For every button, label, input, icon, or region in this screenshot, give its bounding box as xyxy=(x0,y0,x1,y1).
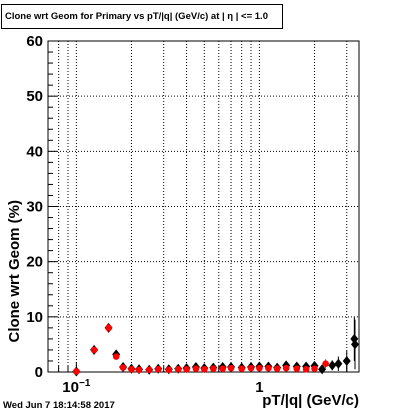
y-tick-label: 0 xyxy=(35,364,43,381)
data-point xyxy=(334,358,343,369)
data-point xyxy=(342,355,351,366)
data-point xyxy=(273,365,281,372)
y-tick-labels: 0 10 20 30 40 50 60 xyxy=(26,33,43,381)
y-tick-label: 60 xyxy=(26,33,43,50)
timestamp: Wed Jun 7 18:14:58 2017 xyxy=(3,400,115,411)
data-point xyxy=(282,364,290,372)
data-point xyxy=(328,360,337,371)
data-point xyxy=(135,366,143,374)
data-point xyxy=(293,365,301,372)
data-point xyxy=(210,365,217,372)
y-tick-label: 50 xyxy=(26,88,43,105)
data-point xyxy=(351,339,359,350)
y-tick-label: 40 xyxy=(26,143,43,160)
data-point xyxy=(154,365,162,373)
data-point xyxy=(183,365,190,373)
x-tick-labels: 10−1 1 xyxy=(62,378,263,396)
data-point xyxy=(256,364,263,372)
data-point xyxy=(105,324,112,332)
data-point xyxy=(201,365,208,373)
series-1 xyxy=(73,324,329,375)
x-axis-title: pT/|q| (GeV/c) xyxy=(262,392,359,409)
data-point xyxy=(302,365,310,373)
data-point xyxy=(165,366,173,374)
data-point xyxy=(145,366,153,374)
data-point xyxy=(238,365,245,372)
data-point xyxy=(73,368,80,375)
data-point xyxy=(128,365,135,373)
data-point xyxy=(318,364,327,375)
y-axis-title: Clone wrt Geom (%) xyxy=(6,200,23,343)
data-points xyxy=(72,316,359,377)
y-tick-label: 30 xyxy=(26,199,43,216)
data-point xyxy=(174,365,182,373)
data-point xyxy=(227,364,235,372)
data-point xyxy=(311,365,318,372)
data-point xyxy=(247,364,255,372)
y-tick-label: 10 xyxy=(26,309,43,326)
data-point xyxy=(119,364,127,371)
y-tick-label: 20 xyxy=(26,254,43,271)
x-tick-label: 10−1 xyxy=(62,378,91,396)
chart-title: Clone wrt Geom for Primary vs pT/|q| (Ge… xyxy=(1,4,283,29)
data-point xyxy=(265,364,272,372)
data-point xyxy=(90,346,98,354)
grid xyxy=(47,41,359,372)
data-point xyxy=(322,360,329,368)
x-tick-label: 1 xyxy=(255,379,263,396)
data-point xyxy=(219,365,226,372)
data-point xyxy=(112,353,120,360)
data-point xyxy=(192,365,200,372)
